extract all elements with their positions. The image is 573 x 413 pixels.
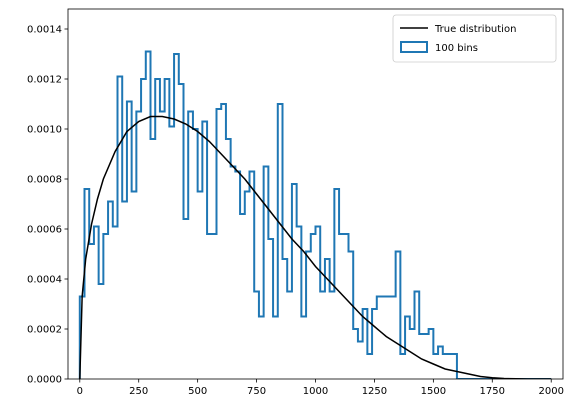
x-tick-label: 1250 (362, 386, 387, 397)
legend-box (392, 14, 557, 63)
y-tick-label: 0.0004 (27, 275, 62, 286)
x-tick-label: 1500 (421, 386, 446, 397)
y-tick-label: 0.0012 (27, 75, 62, 86)
legend: True distribution 100 bins (392, 14, 557, 63)
true-distribution-line (79, 115, 552, 379)
y-tick-label: 0.0002 (27, 325, 62, 336)
x-tick-label: 250 (129, 386, 148, 397)
x-tick-label: 0 (77, 386, 83, 397)
axes: 0 250 500 750 1000 1250 1500 1750 2000 0.0000 0.00… (27, 8, 564, 397)
x-tick-label: 750 (247, 386, 266, 397)
x-tick-label: 1750 (480, 386, 505, 397)
legend-swatch-100-bins (400, 41, 428, 53)
y-tick-label: 0.0014 (27, 25, 62, 36)
histogram-100-bins (78, 50, 552, 379)
y-tick-label: 0.0008 (27, 175, 62, 186)
y-tick-label: 0.0006 (27, 225, 62, 236)
x-tick-label: 500 (188, 386, 207, 397)
y-tick-label: 0.0010 (27, 125, 62, 136)
x-tick-label: 1000 (303, 386, 328, 397)
x-tick-label: 2000 (538, 386, 563, 397)
legend-label-true-distribution: True distribution (434, 24, 516, 35)
plot-area (78, 50, 552, 379)
legend-label-100-bins: 100 bins (435, 43, 478, 54)
y-tick-label: 0.0000 (27, 375, 62, 386)
